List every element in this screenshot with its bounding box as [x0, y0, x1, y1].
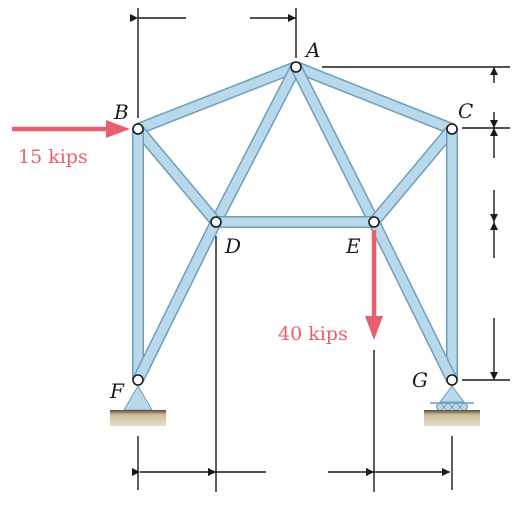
load-label-e: 40 kips	[278, 323, 348, 345]
nodes-layer	[132, 61, 458, 386]
node-label-f: F	[109, 379, 125, 403]
node-label-c: C	[458, 99, 473, 123]
node-label-e: E	[345, 234, 361, 258]
support-roller-g	[424, 385, 480, 426]
joint-b	[132, 123, 144, 135]
joint-g	[446, 374, 458, 386]
joint-d	[210, 216, 222, 228]
node-label-g: G	[412, 368, 428, 392]
supports-layer	[110, 385, 480, 426]
member-ac	[293, 61, 455, 135]
load-b: 15 kips	[12, 120, 130, 168]
support-pin-f	[110, 385, 166, 426]
member-ae	[290, 64, 380, 225]
member-ad	[210, 64, 302, 225]
joint-c	[446, 123, 458, 135]
member-ce	[369, 125, 457, 226]
members-layer	[132, 61, 458, 383]
node-label-d: D	[224, 234, 241, 258]
node-label-a: A	[304, 38, 320, 62]
joint-e	[368, 216, 380, 228]
node-label-b: B	[113, 100, 129, 124]
node-labels-layer: A B C D E F G	[109, 38, 473, 403]
member-ab	[135, 61, 299, 135]
loads-layer: 15 kips 40 kips	[12, 120, 383, 345]
load-e: 40 kips	[278, 230, 383, 345]
dimension-lines	[130, 8, 510, 492]
joint-f	[132, 374, 144, 386]
load-label-b: 15 kips	[18, 146, 88, 168]
member-df	[132, 219, 222, 383]
member-bd	[133, 125, 221, 226]
joint-a	[290, 61, 302, 73]
member-eg	[368, 219, 458, 383]
